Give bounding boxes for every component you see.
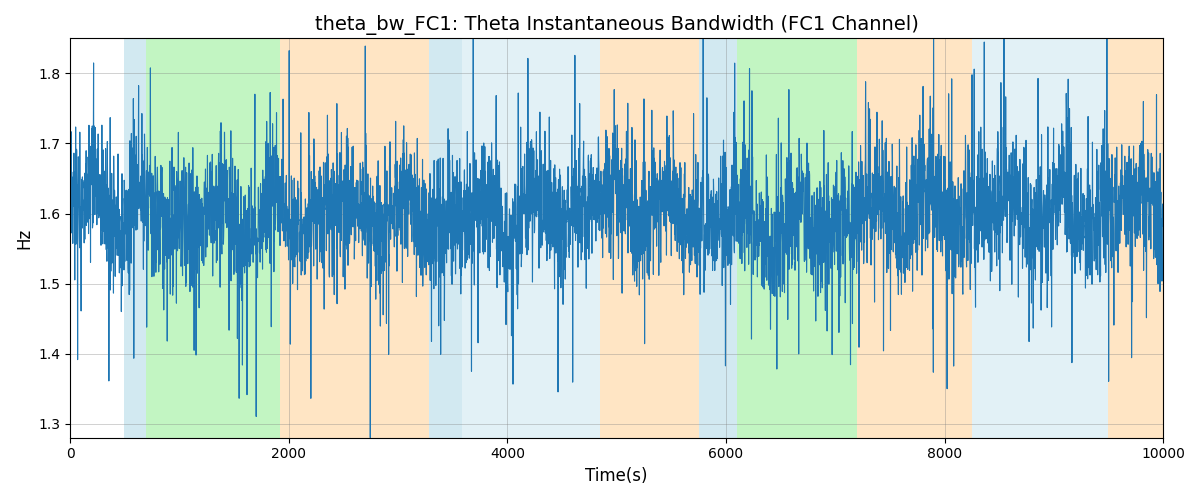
Bar <box>145 38 280 438</box>
Bar <box>124 38 145 438</box>
Y-axis label: Hz: Hz <box>14 228 32 248</box>
Bar <box>428 38 462 438</box>
X-axis label: Time(s): Time(s) <box>586 467 648 485</box>
Bar <box>698 38 737 438</box>
Bar <box>972 38 1109 438</box>
Title: theta_bw_FC1: Theta Instantaneous Bandwidth (FC1 Channel): theta_bw_FC1: Theta Instantaneous Bandwi… <box>314 15 919 35</box>
Bar <box>737 38 857 438</box>
Bar <box>462 38 600 438</box>
Bar <box>1109 38 1163 438</box>
Bar <box>857 38 972 438</box>
Bar <box>280 38 428 438</box>
Bar <box>600 38 698 438</box>
